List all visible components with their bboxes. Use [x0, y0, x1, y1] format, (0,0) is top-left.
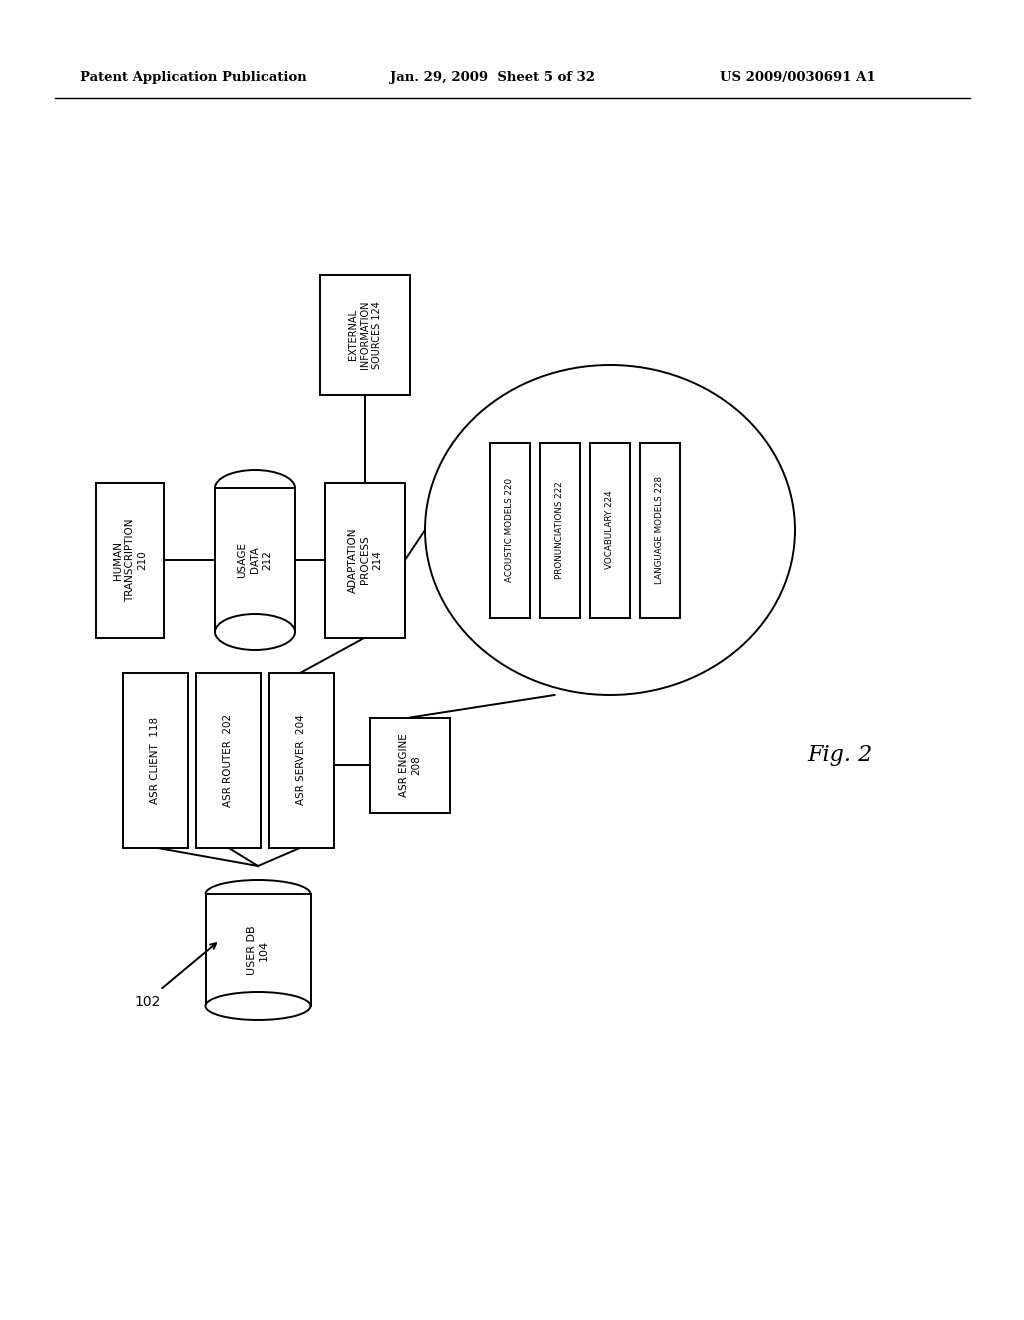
Text: ASR CLIENT  118: ASR CLIENT 118 — [150, 717, 160, 804]
Ellipse shape — [206, 993, 310, 1020]
Bar — [540, 442, 580, 618]
Bar — [96, 483, 164, 638]
Bar — [215, 488, 295, 632]
Text: VOCABULARY 224: VOCABULARY 224 — [605, 491, 614, 569]
Bar — [370, 718, 450, 813]
Text: EXTERNAL
INFORMATION
SOURCES 124: EXTERNAL INFORMATION SOURCES 124 — [347, 301, 382, 370]
Ellipse shape — [215, 614, 295, 649]
Bar — [206, 894, 310, 1006]
Text: LANGUAGE MODELS 228: LANGUAGE MODELS 228 — [655, 477, 665, 583]
Text: PRONUNCIATIONS 222: PRONUNCIATIONS 222 — [555, 480, 564, 579]
Text: Jan. 29, 2009  Sheet 5 of 32: Jan. 29, 2009 Sheet 5 of 32 — [390, 71, 595, 84]
Bar — [640, 442, 680, 618]
Bar — [123, 672, 187, 847]
Ellipse shape — [425, 366, 795, 696]
Bar — [268, 672, 334, 847]
Text: RECOGNITION
MODELS 218: RECOGNITION MODELS 218 — [496, 495, 517, 565]
Text: ACOUSTIC MODELS 220: ACOUSTIC MODELS 220 — [506, 478, 514, 582]
Bar — [590, 442, 630, 618]
Text: ADAPTATION
PROCESS
214: ADAPTATION PROCESS 214 — [347, 527, 382, 593]
Text: Fig. 2: Fig. 2 — [807, 744, 872, 766]
Text: USAGE
DATA
212: USAGE DATA 212 — [238, 543, 272, 578]
Bar — [196, 672, 260, 847]
Text: ASR ENGINE
208: ASR ENGINE 208 — [398, 733, 421, 797]
Text: HUMAN
TRANSCRIPTION
210: HUMAN TRANSCRIPTION 210 — [113, 519, 147, 602]
Text: 102: 102 — [135, 995, 161, 1008]
Bar — [319, 275, 410, 395]
Text: US 2009/0030691 A1: US 2009/0030691 A1 — [720, 71, 876, 84]
Bar — [325, 483, 406, 638]
Text: ASR SERVER  204: ASR SERVER 204 — [296, 714, 306, 805]
Text: Patent Application Publication: Patent Application Publication — [80, 71, 307, 84]
Text: ASR ROUTER  202: ASR ROUTER 202 — [223, 713, 233, 807]
Bar — [490, 442, 530, 618]
Text: USER DB
104: USER DB 104 — [247, 925, 269, 974]
